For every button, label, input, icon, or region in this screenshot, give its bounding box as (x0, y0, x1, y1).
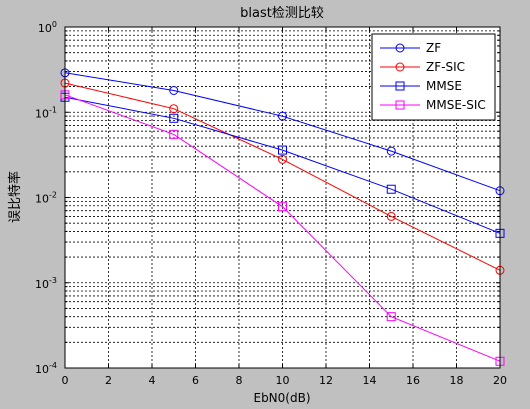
series-line-mmse (64, 96, 501, 234)
legend-label-mmse-sic: MMSE-SIC (426, 98, 486, 112)
x-axis-label: EbN0(dB) (253, 391, 310, 405)
y-tick-label: 10-1 (35, 105, 57, 120)
data-point-mmse (278, 145, 287, 155)
x-tick-label: 4 (149, 374, 156, 387)
y-axis-label: 误比特率 (7, 171, 23, 223)
legend-label-zf-sic: ZF-SIC (426, 60, 465, 74)
data-point-zf (278, 111, 287, 121)
series-line-mmse-sic (64, 94, 501, 362)
x-tick-label: 6 (192, 374, 199, 387)
y-tick-label: 100 (38, 20, 57, 35)
x-tick-label: 2 (105, 374, 112, 387)
x-tick-label: 18 (450, 374, 464, 387)
legend-marker-zf (395, 43, 405, 53)
legend-marker-mmse-sic (395, 100, 405, 110)
x-tick-label: 10 (276, 374, 290, 387)
plot-frame (64, 26, 501, 369)
legend: ZF ZF-SIC MMSE MMSE-SIC (371, 33, 496, 121)
y-tick-label: 10-4 (35, 361, 57, 376)
series-line-zf-sic (64, 82, 501, 271)
y-tick-label: 10-3 (35, 276, 57, 291)
data-point-zf (169, 85, 179, 95)
data-point-mmse (169, 113, 179, 123)
x-tick-label: 12 (319, 374, 333, 387)
data-point-mmse (386, 184, 396, 194)
y-tick-label: 10-2 (35, 191, 57, 206)
series-layer (60, 68, 505, 366)
x-tick-label: 8 (236, 374, 243, 387)
data-point-mmse-sic (386, 312, 396, 322)
data-point-mmse-sic (278, 202, 287, 212)
legend-label-mmse: MMSE (426, 79, 462, 93)
grid (65, 27, 500, 368)
data-point-zf (386, 146, 396, 156)
data-point-zf-sic (278, 154, 287, 164)
x-tick-label: 14 (363, 374, 377, 387)
legend-marker-mmse (395, 81, 405, 91)
axis-ticks: 0 2 4 6 8 10 12 14 16 18 20 100 10-1 10-2 10-3 10-4 (35, 20, 507, 387)
series-mmse-sic (60, 90, 505, 366)
x-tick-label: 0 (62, 374, 69, 387)
data-point-mmse-sic (169, 129, 179, 139)
x-tick-label: 16 (406, 374, 420, 387)
x-tick-label: 20 (493, 374, 507, 387)
series-line-zf (64, 72, 501, 192)
legend-label-zf: ZF (426, 41, 441, 55)
chart-title: blast检测比较 (240, 6, 324, 21)
data-point-zf-sic (169, 104, 179, 114)
legend-marker-zf-sic (395, 62, 405, 72)
data-point-zf-sic (386, 211, 396, 221)
